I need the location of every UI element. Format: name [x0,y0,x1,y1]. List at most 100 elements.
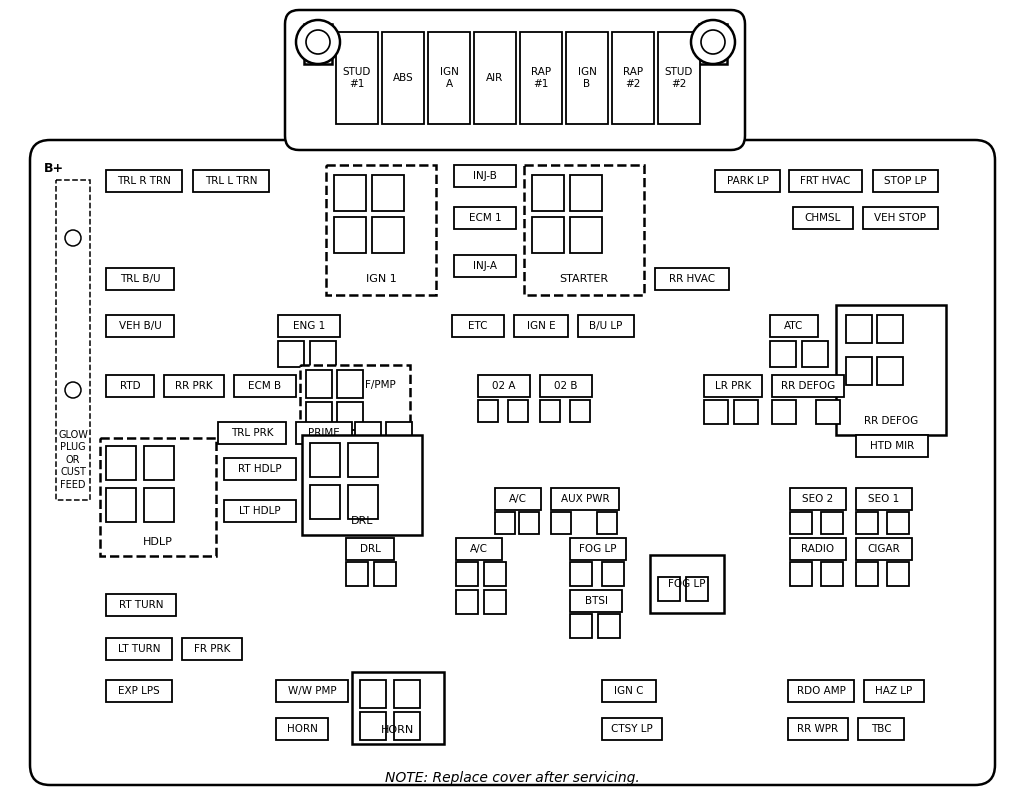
Bar [372,175,404,211]
Bar [734,400,758,424]
Bar [336,32,378,124]
Bar [306,402,332,430]
Bar [821,562,843,586]
Bar [598,614,620,638]
Text: RAP
#1: RAP #1 [530,67,551,89]
Bar [276,718,328,740]
Bar [514,315,568,337]
Bar [478,400,498,422]
Text: TRL R TRN: TRL R TRN [117,176,171,186]
Text: RR HVAC: RR HVAC [669,274,715,284]
Bar [484,562,506,586]
Bar [144,488,174,522]
Text: VEH B/U: VEH B/U [119,321,162,331]
Bar [570,590,622,612]
Bar [326,165,436,295]
Bar [296,422,352,444]
Bar [304,24,332,64]
Text: RAP
#2: RAP #2 [623,67,643,89]
Bar [106,315,174,337]
Bar [334,175,366,211]
Bar [524,165,644,295]
Text: STOP LP: STOP LP [884,176,927,186]
Bar [788,718,848,740]
Circle shape [701,30,725,54]
Text: STUD
#1: STUD #1 [343,67,371,89]
Bar [302,435,422,535]
Text: IGN E: IGN E [526,321,555,331]
Text: FRT HVAC: FRT HVAC [801,176,851,186]
Bar [386,452,412,478]
Bar [887,512,909,534]
FancyBboxPatch shape [285,10,745,150]
Bar [570,538,626,560]
Bar [846,315,872,343]
Bar [508,400,528,422]
Bar [877,315,903,343]
Bar [106,446,136,480]
Bar [278,315,340,337]
Bar [234,375,296,397]
Text: INJ-A: INJ-A [473,261,497,271]
Text: HAZ LP: HAZ LP [876,686,912,696]
Text: AIR: AIR [486,73,504,83]
Bar [106,170,182,192]
Text: GLOW
PLUG
OR
CUST
FEED: GLOW PLUG OR CUST FEED [58,430,88,489]
Bar [793,207,853,229]
Text: RT TURN: RT TURN [119,600,163,610]
Bar [540,400,560,422]
Bar [856,512,878,534]
Bar [495,512,515,534]
Text: NOTE: Replace cover after servicing.: NOTE: Replace cover after servicing. [385,771,639,785]
Bar [790,488,846,510]
Bar [334,217,366,253]
Bar [770,315,818,337]
Bar [382,32,424,124]
Bar [858,718,904,740]
Text: RDO AMP: RDO AMP [797,686,846,696]
Bar [278,341,304,367]
Text: DRL: DRL [351,516,374,526]
Text: B+: B+ [44,161,65,174]
Text: VEH STOP: VEH STOP [874,213,927,223]
Bar [386,422,412,448]
Text: W/W PMP: W/W PMP [288,686,336,696]
Bar [346,562,368,586]
Text: FR PRK: FR PRK [194,644,230,654]
Bar [650,555,724,613]
Bar [144,446,174,480]
Bar [355,452,381,478]
Bar [348,443,378,477]
Circle shape [306,30,330,54]
Bar [495,488,541,510]
Text: RR DEFOG: RR DEFOG [864,416,919,426]
Circle shape [65,230,81,246]
Bar [790,562,812,586]
Text: TBC: TBC [870,724,891,734]
Bar [520,32,562,124]
Bar [428,32,470,124]
Bar [310,485,340,519]
Circle shape [691,20,735,64]
Bar [705,400,728,424]
Bar [106,375,154,397]
Text: SEO 2: SEO 2 [803,494,834,504]
Text: HDLP: HDLP [143,537,173,547]
Bar [519,512,539,534]
Text: DRL: DRL [359,544,381,554]
Text: INJ-B: INJ-B [473,171,497,181]
Bar [602,562,624,586]
Text: A/C: A/C [470,544,488,554]
Bar [715,170,780,192]
Bar [873,170,938,192]
Bar [374,562,396,586]
Text: TRL PRK: TRL PRK [230,428,273,438]
Bar [106,594,176,616]
Bar [355,422,381,448]
Bar [532,217,564,253]
Text: HORN: HORN [287,724,317,734]
Text: CTSY LP: CTSY LP [611,724,653,734]
Bar [456,590,478,614]
Text: 02 A: 02 A [493,381,516,391]
Bar [551,488,618,510]
